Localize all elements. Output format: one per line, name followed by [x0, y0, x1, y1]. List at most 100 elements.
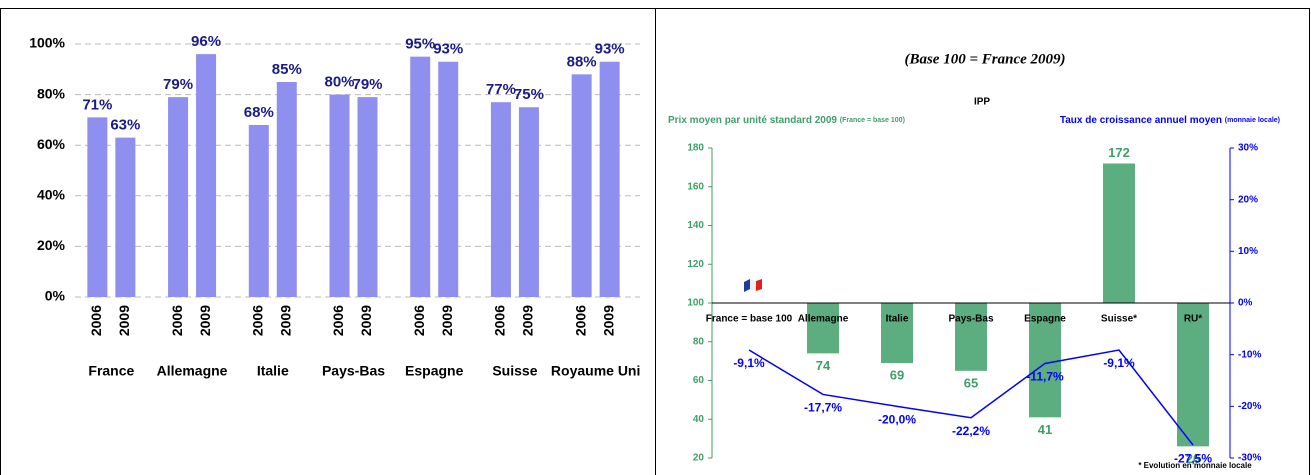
y2-tick-label: 0%	[1238, 298, 1253, 309]
x-tick-label: 2009	[277, 305, 293, 336]
x-category-label: France = base 100	[706, 314, 793, 325]
y-tick-label: 20%	[37, 237, 66, 253]
y2-tick-label: -10%	[1238, 349, 1261, 360]
x-tick-label: 2009	[197, 305, 213, 336]
x-category-label: Royaume Uni	[551, 363, 640, 379]
data-label: 93%	[433, 41, 463, 58]
bar	[571, 74, 592, 297]
chart-title: (Base 100 = France 2009)	[904, 51, 1065, 67]
y-tick-label: 180	[687, 143, 704, 154]
x-tick-label: 2009	[600, 305, 616, 336]
y-tick-label: 80	[693, 336, 705, 347]
y-tick-label: 80%	[37, 85, 66, 101]
y-axis-label: Prix moyen par unité standard 2009 (Fran…	[668, 115, 905, 126]
bar	[87, 117, 108, 298]
y2-axis-label: Taux de croissance annuel moyen (monnaie…	[1060, 115, 1280, 126]
x-tick-label: 2009	[116, 305, 132, 336]
y2-tick-label: 20%	[1238, 194, 1258, 205]
y2-tick-label: -20%	[1238, 401, 1261, 412]
data-label: 95%	[405, 36, 435, 53]
data-label: 26	[1186, 451, 1200, 466]
y-tick-label: 0%	[45, 288, 66, 304]
x-category-label: Espagne	[405, 363, 464, 379]
data-label: 79%	[163, 76, 193, 93]
footnote: * Evolution en monnaie locale	[1138, 461, 1252, 470]
bar	[329, 94, 350, 297]
bar	[196, 54, 217, 298]
y2-axis-label-main: Taux de croissance annuel moyen	[1060, 115, 1222, 126]
line	[748, 349, 1194, 446]
data-label: 75%	[514, 86, 544, 103]
bar	[115, 137, 136, 297]
data-label: 69	[890, 368, 904, 383]
line-data-label: -20,0%	[878, 413, 916, 427]
bar	[276, 81, 297, 297]
data-label: 71%	[82, 96, 112, 113]
line-data-label: -9,1%	[1103, 356, 1135, 370]
y-tick-label: 40%	[37, 187, 66, 203]
bar	[955, 303, 987, 371]
bar	[1177, 303, 1209, 447]
bar	[881, 303, 913, 364]
x-tick-label: 2009	[439, 305, 455, 336]
line-data-label: -9,1%	[733, 356, 765, 370]
y-axis-label-note: (France = base 100)	[840, 117, 905, 124]
y2-tick-label: 30%	[1238, 143, 1258, 154]
x-tick-label: 2006	[572, 305, 588, 336]
y-tick-label: 20	[693, 453, 705, 464]
chart-subtitle: IPP	[974, 97, 990, 108]
y-tick-label: 100%	[29, 35, 65, 51]
data-label: 63%	[110, 117, 140, 134]
x-tick-label: 2006	[492, 305, 508, 336]
data-label: 96%	[191, 33, 221, 50]
y-tick-label: 40	[693, 414, 705, 425]
y-tick-label: 120	[687, 259, 704, 270]
y-tick-label: 160	[687, 181, 704, 192]
y2-tick-label: 10%	[1238, 246, 1258, 257]
data-label: 77%	[486, 81, 516, 98]
x-category-label: Suisse	[492, 363, 537, 379]
data-label: 85%	[272, 61, 302, 78]
x-tick-label: 2006	[411, 305, 427, 336]
x-category-label: Italie	[257, 363, 289, 379]
x-category-label: Pays-Bas	[948, 314, 993, 325]
bar	[357, 97, 378, 297]
data-label: 65	[964, 375, 978, 390]
flag-icon	[744, 279, 762, 292]
x-tick-label: 2006	[249, 305, 265, 336]
bar	[490, 102, 511, 297]
x-category-label: Italie	[886, 314, 909, 325]
line-data-label: -11,7%	[1026, 370, 1064, 384]
bar	[248, 124, 269, 298]
bar	[599, 61, 620, 298]
y-tick-label: 60	[693, 375, 705, 386]
bar	[1103, 163, 1135, 303]
data-label: 74	[816, 358, 831, 373]
bar	[518, 107, 539, 297]
bar	[168, 97, 189, 297]
bar	[807, 303, 839, 354]
data-label: 88%	[567, 53, 597, 70]
data-label: 172	[1108, 145, 1130, 160]
y2-axis-label-note: (monnaie locale)	[1225, 117, 1280, 124]
x-category-label: Suisse*	[1101, 314, 1137, 325]
data-label: 80%	[324, 74, 354, 91]
x-tick-label: 2006	[169, 305, 185, 336]
data-label: 79%	[352, 76, 382, 93]
bar	[438, 61, 459, 298]
x-category-label: Espagne	[1024, 314, 1066, 325]
y-tick-label: 100	[687, 298, 704, 309]
x-category-label: Allemagne	[798, 314, 849, 325]
line-data-label: -17,7%	[804, 401, 842, 415]
line-data-label: -22,2%	[952, 424, 990, 438]
x-category-label: Pays-Bas	[322, 363, 385, 379]
x-tick-label: 2006	[88, 305, 104, 336]
y-axis-label-main: Prix moyen par unité standard 2009	[668, 115, 837, 126]
x-tick-label: 2009	[358, 305, 374, 336]
bar	[1029, 303, 1061, 418]
x-category-label: Allemagne	[157, 363, 228, 379]
data-label: 68%	[244, 104, 274, 121]
bar	[410, 56, 431, 298]
y-tick-label: 60%	[37, 136, 66, 152]
x-tick-label: 2006	[330, 305, 346, 336]
